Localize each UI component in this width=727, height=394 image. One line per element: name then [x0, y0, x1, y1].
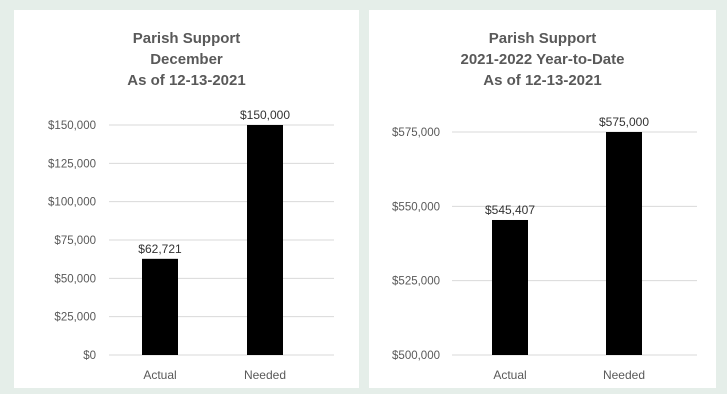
bar-chart-ytd: $500,000 $525,000 $550,000 $575,000 $545,407…	[392, 115, 697, 382]
chart-title-line-2: 2021-2022 Year-to-Date	[460, 51, 625, 68]
bar-actual	[142, 258, 178, 355]
data-label: $150,000	[240, 108, 290, 122]
y-tick-label: $50,000	[54, 273, 96, 285]
y-tick-label: $550,000	[392, 201, 440, 213]
chart-title: Parish Support 2021-2022 Year-to-Date As…	[369, 28, 716, 91]
chart-title-line-3: As of 12-13-2021	[127, 72, 246, 89]
y-tick-label: $500,000	[392, 350, 440, 362]
x-category-label: Needed	[603, 368, 645, 382]
bar-chart-december: $0 $25,000 $50,000 $75,000 $100,000 $125,000 $…	[48, 108, 334, 382]
chart-title-line-1: Parish Support	[132, 30, 241, 47]
y-tick-label: $0	[83, 350, 96, 362]
y-tick-label: $575,000	[392, 127, 440, 139]
y-tick-label: $100,000	[48, 197, 96, 209]
chart-title-line-1: Parish Support	[488, 30, 597, 47]
y-tick-label: $150,000	[48, 120, 96, 132]
x-category-label: Actual	[143, 368, 176, 382]
y-tick-label: $525,000	[392, 276, 440, 288]
y-tick-label: $75,000	[54, 235, 96, 247]
y-tick-label: $25,000	[54, 312, 96, 324]
chart-panel-ytd: Parish Support 2021-2022 Year-to-Date As…	[369, 10, 716, 388]
data-label: $545,407	[485, 203, 535, 217]
data-label: $575,000	[599, 115, 649, 129]
bar-needed	[247, 125, 283, 355]
chart-title-line-2: December	[150, 51, 223, 68]
y-tick-label: $125,000	[48, 158, 96, 170]
bar-needed	[606, 132, 642, 355]
data-label: $62,721	[138, 242, 182, 256]
x-category-label: Needed	[244, 368, 286, 382]
chart-title: Parish Support December As of 12-13-2021	[14, 28, 359, 91]
chart-panel-december: Parish Support December As of 12-13-2021…	[14, 10, 359, 388]
chart-title-line-3: As of 12-13-2021	[483, 72, 602, 89]
bar-actual	[492, 219, 528, 355]
x-category-label: Actual	[493, 368, 526, 382]
